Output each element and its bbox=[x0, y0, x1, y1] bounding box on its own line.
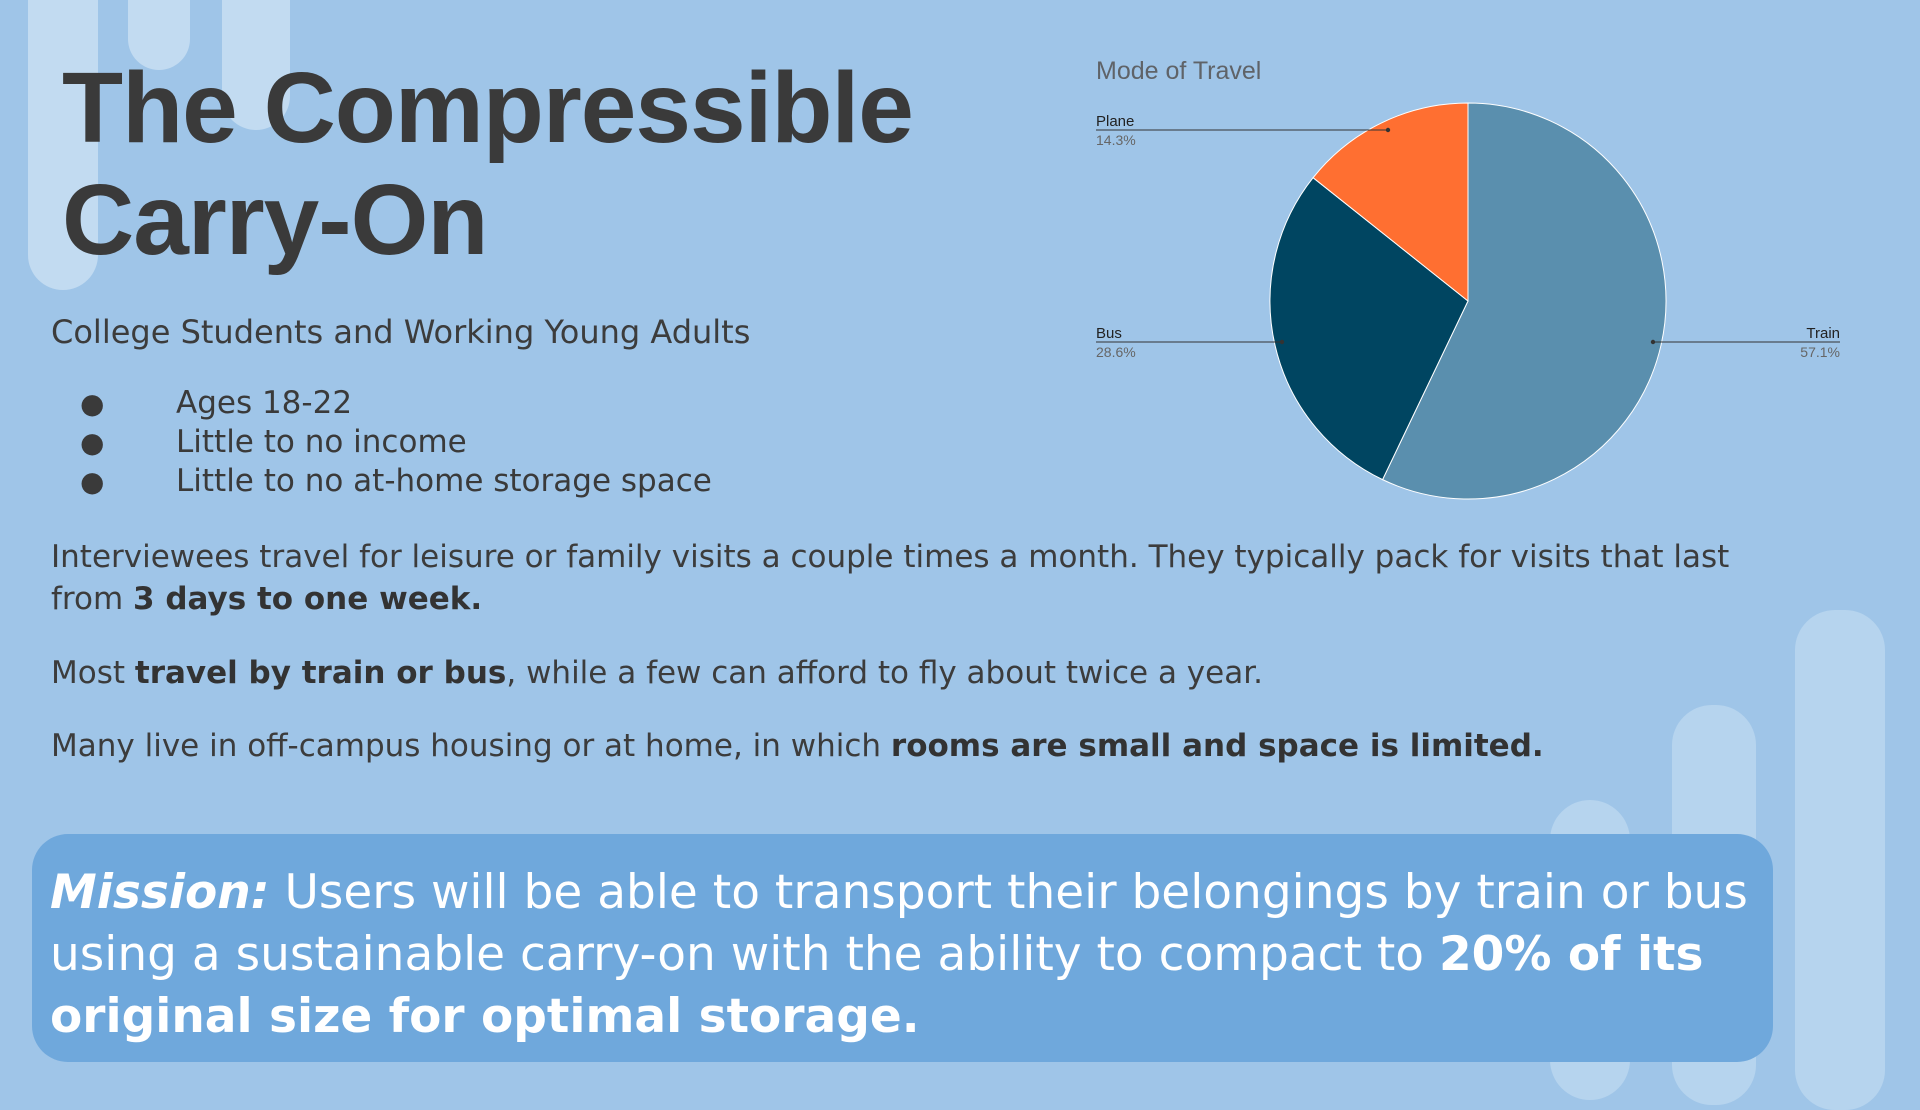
slice-percent-train: 57.1% bbox=[1800, 344, 1840, 360]
mode-of-travel-pie-chart: Mode of Travel Train 57.1% Bus 28.6% Plane 14… bbox=[1096, 57, 1840, 500]
para3-text: Many live in off-campus housing or at ho… bbox=[51, 728, 891, 764]
slice-label-train: Train bbox=[1806, 325, 1840, 342]
para2-text-start: Most bbox=[51, 655, 135, 691]
decor-pill bbox=[28, 0, 98, 290]
decor-pill bbox=[222, 0, 290, 130]
para2-bold: travel by train or bus bbox=[134, 655, 507, 691]
decor-pill bbox=[1795, 610, 1885, 1110]
audience-bullet-list: ● Ages 18-22 ● Little to no income ● Little… bbox=[80, 384, 712, 501]
slice-percent-bus: 28.6% bbox=[1096, 344, 1136, 360]
para2-text-end: , while a few can afford to fly about tw… bbox=[506, 655, 1263, 691]
bullet-item: ● Ages 18-22 bbox=[80, 384, 712, 423]
pie-slice-bus bbox=[1269, 176, 1469, 481]
slice-label-bus: Bus bbox=[1096, 325, 1122, 342]
bullet-text: Little to no at-home storage space bbox=[176, 463, 712, 499]
callout-dot-plane bbox=[1385, 127, 1391, 133]
mission-bold: 20% of its original size for optimal sto… bbox=[50, 927, 1704, 1044]
bullet-item: ● Little to no at-home storage space bbox=[80, 462, 712, 501]
pie-slices bbox=[1269, 102, 1667, 500]
mission-label: Mission: bbox=[50, 865, 270, 920]
title-line-2: Carry-On bbox=[62, 164, 488, 276]
callout-dot-bus bbox=[1279, 339, 1285, 345]
chart-title: Mode of Travel bbox=[1096, 57, 1261, 85]
bullet-glyph: ● bbox=[80, 465, 105, 498]
bullet-text: Ages 18-22 bbox=[176, 385, 353, 421]
para3-bold: rooms are small and space is limited. bbox=[890, 728, 1544, 764]
audience-subtitle: College Students and Working Young Adult… bbox=[51, 313, 751, 351]
bullet-item: ● Little to no income bbox=[80, 423, 712, 462]
pie-slice-train bbox=[1381, 102, 1667, 500]
pie-callouts: Train 57.1% Bus 28.6% Plane 14.3% bbox=[1096, 113, 1840, 360]
travel-frequency-paragraph: Interviewees travel for leisure or famil… bbox=[51, 536, 1791, 620]
page-title: The Compressible Carry-On bbox=[62, 52, 914, 276]
para1-text: Interviewees travel for leisure or famil… bbox=[51, 539, 1730, 617]
slice-percent-plane: 14.3% bbox=[1096, 132, 1136, 148]
bullet-glyph: ● bbox=[80, 387, 105, 420]
pie-slice-plane bbox=[1312, 102, 1469, 303]
bullet-glyph: ● bbox=[80, 426, 105, 459]
decor-pill bbox=[128, 0, 190, 70]
travel-mode-paragraph: Most travel by train or bus, while a few… bbox=[51, 652, 1791, 694]
mission-statement: Mission: Users will be able to transport… bbox=[50, 862, 1750, 1048]
title-line-1: The Compressible bbox=[62, 52, 914, 164]
callout-dot-train bbox=[1650, 339, 1656, 345]
mission-body: Users will be able to transport their be… bbox=[50, 865, 1748, 982]
slice-label-plane: Plane bbox=[1096, 113, 1134, 130]
mission-box bbox=[32, 834, 1773, 1062]
housing-paragraph: Many live in off-campus housing or at ho… bbox=[51, 725, 1791, 767]
bullet-text: Little to no income bbox=[176, 424, 467, 460]
para1-bold: 3 days to one week. bbox=[133, 581, 483, 617]
